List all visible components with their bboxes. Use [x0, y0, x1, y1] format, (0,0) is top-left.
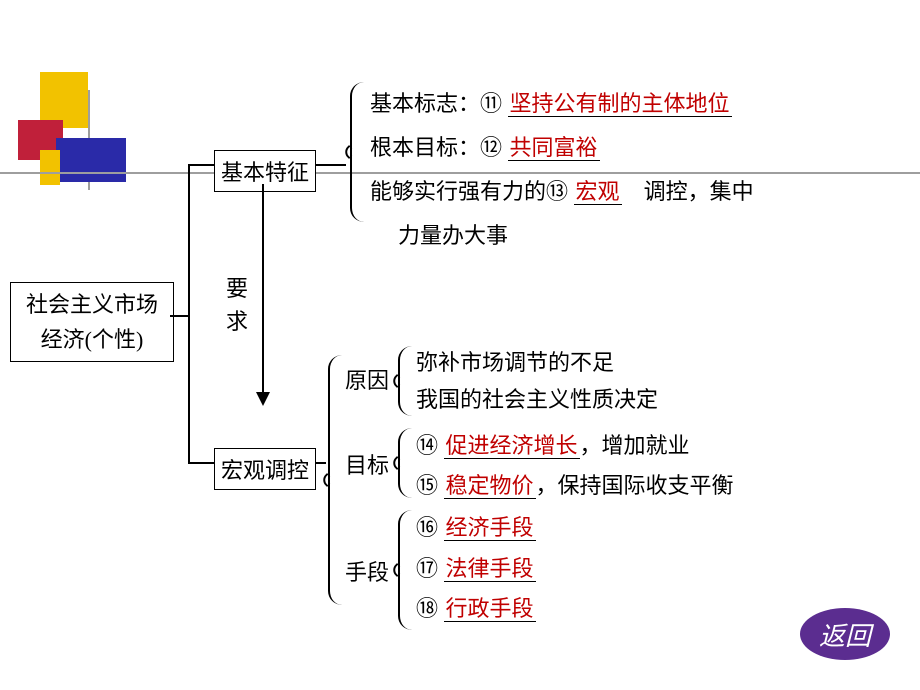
- b1-l1: 基本标志：⑪ 坚持公有制的主体地位: [370, 82, 754, 126]
- b1-l2-num: ⑫: [480, 126, 502, 170]
- branch2-h: [188, 462, 214, 464]
- g2-l2: ⑮ 稳定物价，保持国际收支平衡: [416, 466, 734, 506]
- b1-l4: 力量办大事: [370, 214, 754, 258]
- g1-l2: 我国的社会主义性质决定: [416, 381, 658, 418]
- mid-label: 要 求: [222, 270, 252, 340]
- g2-l1: ⑭ 促进经济增长，增加就业: [416, 426, 734, 466]
- g2-content: ⑭ 促进经济增长，增加就业 ⑮ 稳定物价，保持国际收支平衡: [416, 426, 734, 505]
- g3-l2-red: 法律手段: [444, 556, 536, 582]
- g2-l1-b: ，增加就业: [580, 433, 690, 458]
- g2-l2-num: ⑮: [416, 466, 438, 506]
- mid-arrow-head: [256, 392, 270, 406]
- g3-l3: ⑱ 行政手段: [416, 589, 536, 630]
- branch2-label: 宏观调控: [214, 448, 316, 490]
- g3-l1: ⑯ 经济手段: [416, 508, 536, 549]
- root-line1: 社会主义市场: [17, 287, 167, 322]
- branch1-h: [188, 164, 214, 166]
- root-line2: 经济(个性): [17, 322, 167, 357]
- branch2-brace: [328, 355, 342, 605]
- b1-l1-a: 基本标志：: [370, 91, 480, 116]
- b1-l3-num: ⑬: [546, 170, 568, 214]
- b1-l2-a: 根本目标：: [370, 135, 480, 160]
- g3-l3-red: 行政手段: [444, 596, 536, 622]
- g1-title: 原因: [345, 363, 389, 395]
- g3-l1-red: 经济手段: [444, 515, 536, 541]
- g2-brace: [398, 428, 412, 498]
- b1-l3: 能够实行强有力的⑬ 宏观 调控，集中: [370, 170, 754, 214]
- return-button[interactable]: 返回: [800, 608, 890, 660]
- g3-title: 手段: [345, 555, 389, 587]
- g2-l2-red: 稳定物价: [444, 473, 536, 499]
- main-vline: [188, 164, 190, 464]
- g3-brace: [398, 510, 412, 630]
- g3-content: ⑯ 经济手段 ⑰ 法律手段 ⑱ 行政手段: [416, 508, 536, 630]
- g1-l1: 弥补市场调节的不足: [416, 344, 658, 381]
- branch2-out: [316, 462, 326, 464]
- return-label: 返回: [819, 616, 871, 653]
- b1-l3-b: 调控，集中: [644, 179, 754, 204]
- b1-l1-num: ⑪: [480, 82, 502, 126]
- b1-l3-red: 宏观: [574, 179, 622, 205]
- g3-l3-num: ⑱: [416, 589, 438, 630]
- mid-c1: 要: [226, 272, 248, 305]
- branch1-brace: [350, 82, 364, 222]
- b1-l2-red: 共同富裕: [508, 135, 600, 161]
- g3-l2: ⑰ 法律手段: [416, 549, 536, 590]
- root-box: 社会主义市场 经济(个性): [10, 282, 174, 362]
- branch1-content: 基本标志：⑪ 坚持公有制的主体地位 根本目标：⑫ 共同富裕 能够实行强有力的⑬ …: [370, 82, 754, 258]
- root-connector: [170, 315, 188, 317]
- g2-title: 目标: [345, 448, 389, 480]
- mid-c2: 求: [226, 305, 248, 338]
- branch1-out: [316, 164, 346, 166]
- g3-l1-num: ⑯: [416, 508, 438, 549]
- g1-content: 弥补市场调节的不足 我国的社会主义性质决定: [416, 344, 658, 419]
- mid-arrow-line: [262, 184, 264, 394]
- g1-brace: [398, 346, 412, 416]
- branch1-label: 基本特征: [214, 150, 316, 192]
- b1-l1-red: 坚持公有制的主体地位: [508, 91, 732, 117]
- g2-l1-red: 促进经济增长: [444, 433, 580, 459]
- b1-l3-a: 能够实行强有力的: [370, 179, 546, 204]
- g2-l2-b: ，保持国际收支平衡: [536, 473, 734, 498]
- g2-l1-num: ⑭: [416, 426, 438, 466]
- b1-l2: 根本目标：⑫ 共同富裕: [370, 126, 754, 170]
- g3-l2-num: ⑰: [416, 549, 438, 590]
